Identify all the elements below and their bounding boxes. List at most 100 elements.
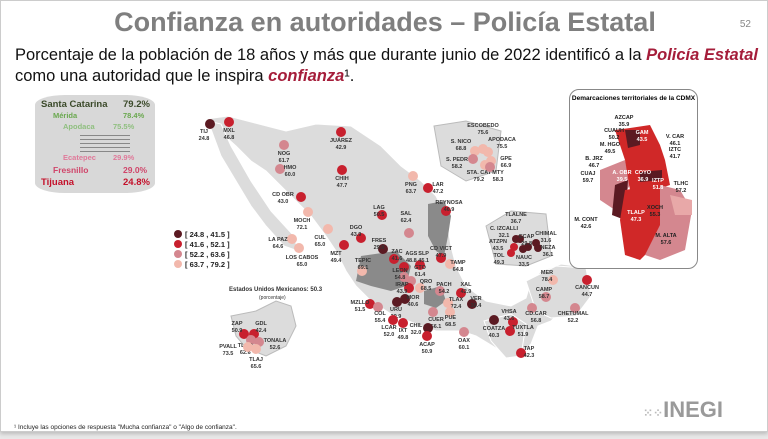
- unit-name: M. ALTA: [655, 233, 677, 239]
- city-value: 43.5: [492, 245, 504, 252]
- city-value: 66.9: [500, 162, 512, 169]
- city-marker: [406, 276, 416, 286]
- city-marker: [507, 249, 515, 257]
- divider: [80, 139, 130, 140]
- city-name: TIJ: [200, 129, 208, 135]
- city-label: MER 78.4: [541, 270, 553, 283]
- city-marker: [404, 228, 414, 238]
- city-label: OAX 60.1: [458, 338, 470, 351]
- city-name: CUER: [428, 317, 444, 323]
- city-value: 56.8: [530, 317, 542, 324]
- city-value: 75.5: [496, 143, 508, 150]
- city-value: 73.5: [222, 350, 234, 357]
- cdmx-unit-label: IZTP 51.8: [652, 178, 664, 191]
- city-value: 51.5: [354, 306, 366, 313]
- city-label: TLALNE 36.7: [505, 212, 527, 225]
- city-name: MZLLO: [350, 300, 370, 306]
- cdmx-unit-label: TLHC 57.2: [674, 181, 689, 194]
- city-marker: [485, 162, 495, 172]
- unit-name: B. JRZ: [585, 156, 603, 162]
- city-label: CUER 56.1: [428, 317, 444, 330]
- city-value: 58.7: [538, 293, 550, 300]
- cdmx-unit-label: M. HGO 49.5: [600, 142, 620, 155]
- city-marker: [339, 240, 349, 250]
- city-name: MTY: [492, 170, 504, 176]
- city-name: C. IZCALLI: [489, 226, 519, 232]
- cdmx-title: Demarcaciones territoriales de la CDMX: [571, 95, 696, 102]
- city-label: NAUC 33.5: [516, 255, 532, 268]
- city-marker: [303, 207, 313, 217]
- ranking-value: 24.8%: [123, 177, 150, 188]
- city-value: 46.8: [223, 134, 235, 141]
- city-value: 52.2: [567, 317, 579, 324]
- city-label: SAL 62.4: [401, 211, 412, 224]
- city-label: CUL 65.0: [314, 235, 325, 248]
- city-name: S. PEDR: [445, 157, 469, 163]
- unit-value: 57.6: [660, 239, 672, 246]
- city-marker: [398, 318, 408, 328]
- city-value: 43.9: [350, 231, 362, 238]
- city-marker: [287, 234, 297, 244]
- city-name: CHIMAL: [535, 231, 557, 237]
- city-name: ESCOBEDO: [467, 123, 499, 129]
- city-marker: [365, 299, 375, 309]
- unit-value: 51.8: [652, 184, 664, 191]
- city-label: VHSA 43.6: [501, 309, 516, 322]
- city-value: 54.2: [438, 288, 450, 295]
- city-marker: [224, 117, 234, 127]
- city-label: NEZA 36.1: [541, 245, 556, 258]
- city-name: HMO: [283, 165, 297, 171]
- city-name: MOR: [406, 295, 420, 301]
- city-value: 42.9: [460, 288, 472, 295]
- city-name: STA. CAT: [466, 170, 492, 176]
- city-marker: [423, 183, 433, 193]
- city-label: TOL 49.3: [494, 253, 505, 266]
- city-name: TAP: [523, 346, 535, 352]
- city-name: JUÁREZ: [329, 138, 353, 144]
- city-marker: [532, 239, 540, 247]
- cdmx-unit-label: M. ALTA 57.6: [655, 233, 676, 246]
- city-name: VER: [470, 296, 482, 302]
- city-marker: [467, 299, 477, 309]
- city-value: 29.0: [373, 244, 385, 251]
- city-marker: [205, 119, 215, 129]
- city-name: TLAJ: [249, 357, 263, 363]
- city-value: 36.7: [510, 218, 522, 225]
- unit-value: 35.9: [618, 121, 630, 128]
- city-marker: [441, 206, 451, 216]
- ranking-item: Ecatepec 29.9%: [63, 153, 134, 162]
- city-marker: [423, 323, 433, 333]
- city-name: GTO: [414, 265, 426, 271]
- city-value: 56.1: [430, 323, 442, 330]
- unit-name: IZTP: [652, 178, 664, 184]
- city-label: PUE 68.5: [445, 315, 456, 328]
- legend-swatch: [174, 260, 182, 268]
- unit-value: 46.7: [588, 162, 600, 169]
- cdmx-unit-label: GAM 43.5: [636, 130, 649, 143]
- city-value: 40.6: [407, 301, 419, 308]
- city-marker: [516, 235, 524, 243]
- cdmx-unit-label: A. OBR 39.5: [612, 170, 631, 183]
- city-name: IRAP: [395, 282, 409, 288]
- city-label: CD.CAR 56.8: [525, 311, 546, 324]
- city-name: MZT: [330, 251, 342, 257]
- city-name: ZAP: [231, 321, 243, 327]
- city-label: CHIMAL 31.6: [535, 231, 556, 244]
- city-value: 47.2: [432, 188, 444, 195]
- city-label: ECAP 29.8: [519, 234, 534, 247]
- divider: [80, 147, 130, 148]
- city-marker: [468, 154, 478, 164]
- unit-name: CUAUH: [604, 128, 624, 134]
- unit-name: A. OBR: [612, 170, 632, 176]
- unit-value: 43.5: [636, 136, 648, 143]
- city-label: GTO 61.4: [414, 265, 426, 278]
- city-name: TOL: [493, 253, 505, 259]
- city-value: 50.9: [231, 327, 243, 334]
- logo-text: INEGI: [663, 397, 724, 422]
- city-label: REYNOSA 46.9: [435, 200, 462, 213]
- city-value: 68.5: [445, 321, 456, 328]
- city-value: 32.1: [498, 232, 510, 239]
- city-value: 68.5: [420, 285, 432, 292]
- city-name: FRES: [371, 238, 387, 244]
- unit-name: CUAJ: [580, 171, 596, 177]
